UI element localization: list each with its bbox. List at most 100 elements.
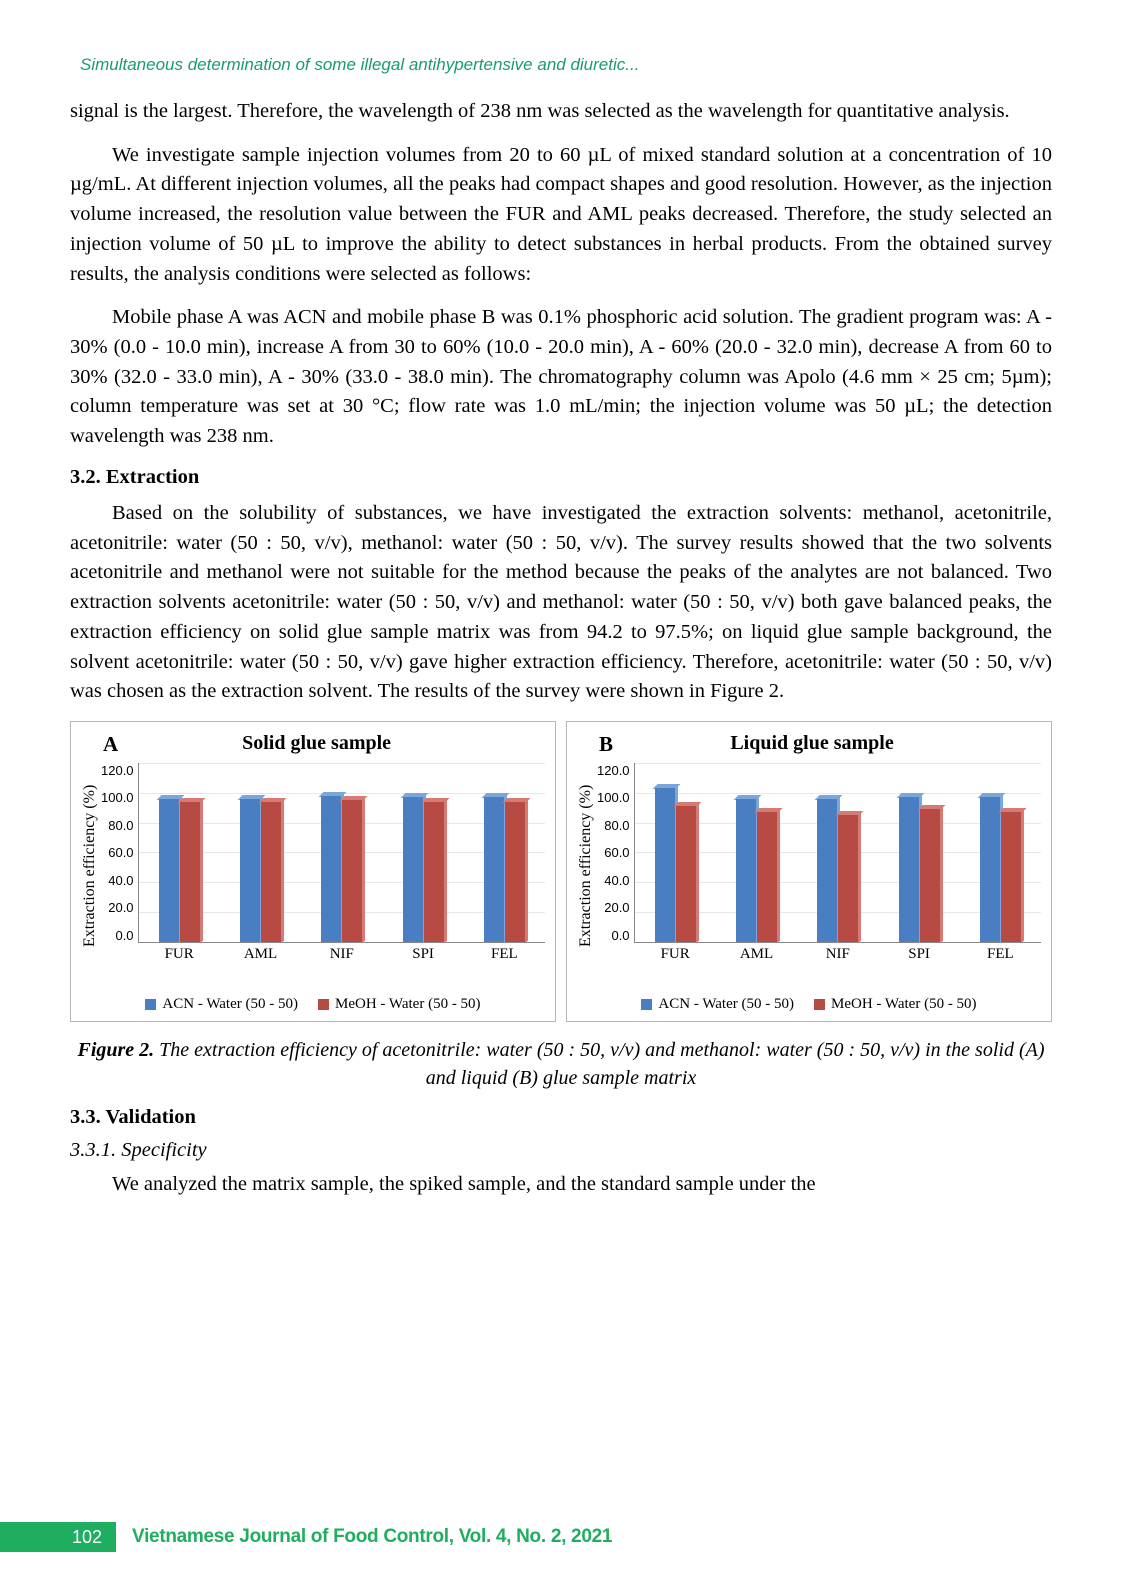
x-category-label: FEL [960,942,1041,964]
bar-group [301,763,382,942]
legend-swatch [318,999,329,1010]
x-category-label: AML [220,942,301,964]
bar-group [139,763,220,942]
bar [484,797,504,942]
bar-side [858,812,861,944]
bar-face [899,797,919,942]
legend-item: ACN - Water (50 - 50) [641,996,794,1013]
bar [321,796,341,942]
bar [655,788,675,942]
x-category-label: AML [716,942,797,964]
bar [240,799,260,942]
chart-panel-a: A Solid glue sample Extraction efficienc… [70,721,556,1022]
panel-b-yticks: 120.0100.080.060.040.020.00.0 [597,763,634,943]
figure-2: A Solid glue sample Extraction efficienc… [70,721,1052,1022]
bar-face [655,788,675,942]
bar-group [635,763,716,942]
page-number: 102 [70,1522,116,1552]
paragraph-5-text: We analyzed the matrix sample, the spike… [112,1173,816,1195]
panel-b-title: Liquid glue sample [613,732,1011,755]
legend-swatch [641,999,652,1010]
bar-face [980,797,1000,942]
panel-a-bars: FURAMLNIFSPIFEL [138,763,545,943]
bar-face [838,815,858,942]
bar-face [1001,812,1021,942]
bar [424,802,444,942]
y-tick-label: 40.0 [597,873,630,888]
bar-group [716,763,797,942]
bar-group [464,763,545,942]
bar-side [444,798,447,943]
y-tick-label: 40.0 [101,873,134,888]
y-tick-label: 120.0 [101,763,134,778]
running-head: Simultaneous determination of some illeg… [80,55,1052,75]
panel-b-bars: FURAMLNIFSPIFEL [634,763,1041,943]
x-category-label: NIF [301,942,382,964]
figure-2-caption-label: Figure 2. [77,1039,154,1061]
x-category-label: NIF [797,942,878,964]
section-3-3-1-head: 3.3.1. Specificity [70,1139,1052,1162]
bar-face [676,806,696,942]
bar-group [878,763,959,942]
bar [676,806,696,942]
panel-a-legend: ACN - Water (50 - 50)MeOH - Water (50 - … [81,996,545,1013]
y-tick-label: 0.0 [597,928,630,943]
y-tick-label: 20.0 [101,900,134,915]
bar-face [757,812,777,942]
bar [159,799,179,942]
paragraph-2: We investigate sample injection volumes … [70,141,1052,290]
paragraph-1: signal is the largest. Therefore, the wa… [70,97,1052,127]
panel-b-legend: ACN - Water (50 - 50) MeOH - Water (50 - … [577,996,1041,1013]
bar [817,799,837,942]
paragraph-4: Based on the solubility of substances, w… [70,499,1052,707]
y-tick-label: 100.0 [101,790,134,805]
bar-side [940,806,943,944]
legend-swatch [814,999,825,1010]
bar [403,797,423,942]
bar-group [382,763,463,942]
x-category-label: SPI [878,942,959,964]
paragraph-2-text: We investigate sample injection volumes … [70,144,1052,285]
bar [920,809,940,942]
x-category-label: SPI [382,942,463,964]
bar-side [525,798,528,943]
bar-side [1021,809,1024,944]
footer: 102 Vietnamese Journal of Food Control, … [0,1522,612,1552]
figure-2-caption-text: The extraction efficiency of acetonitril… [154,1039,1044,1089]
section-3-2-head: 3.2. Extraction [70,466,1052,489]
y-tick-label: 120.0 [597,763,630,778]
bar-face [424,802,444,942]
bar-face [920,809,940,942]
bar-face [817,799,837,942]
bar [505,802,525,942]
bar-face [736,799,756,942]
bar-side [696,803,699,944]
section-3-3-head: 3.3. Validation [70,1106,1052,1129]
x-axis-categories: FURAMLNIFSPIFEL [139,942,545,964]
bar [736,799,756,942]
legend-item: MeOH - Water (50 - 50) [814,996,977,1013]
bar-face [484,797,504,942]
paragraph-4-text: Based on the solubility of substances, w… [70,502,1052,702]
bar [1001,812,1021,942]
y-tick-label: 100.0 [597,790,630,805]
bar-face [403,797,423,942]
bar [838,815,858,942]
bar [180,802,200,942]
legend-label: ACN - Water (50 - 50) [162,996,298,1013]
y-tick-label: 60.0 [597,845,630,860]
legend-label: MeOH - Water (50 - 50) [831,996,977,1013]
y-tick-label: 20.0 [597,900,630,915]
legend-swatch [145,999,156,1010]
bar-side [362,797,365,944]
y-tick-label: 80.0 [101,818,134,833]
figure-2-caption: Figure 2. The extraction efficiency of a… [70,1036,1052,1092]
legend-item: ACN - Water (50 - 50) [145,996,298,1013]
bar-face [321,796,341,942]
panel-a-ylabel: Extraction efficiency (%) [81,763,99,968]
bar-side [777,809,780,944]
chart-panel-b: B Liquid glue sample Extraction efficien… [566,721,1052,1022]
bar [757,812,777,942]
bar-face [180,802,200,942]
bar-group [960,763,1041,942]
